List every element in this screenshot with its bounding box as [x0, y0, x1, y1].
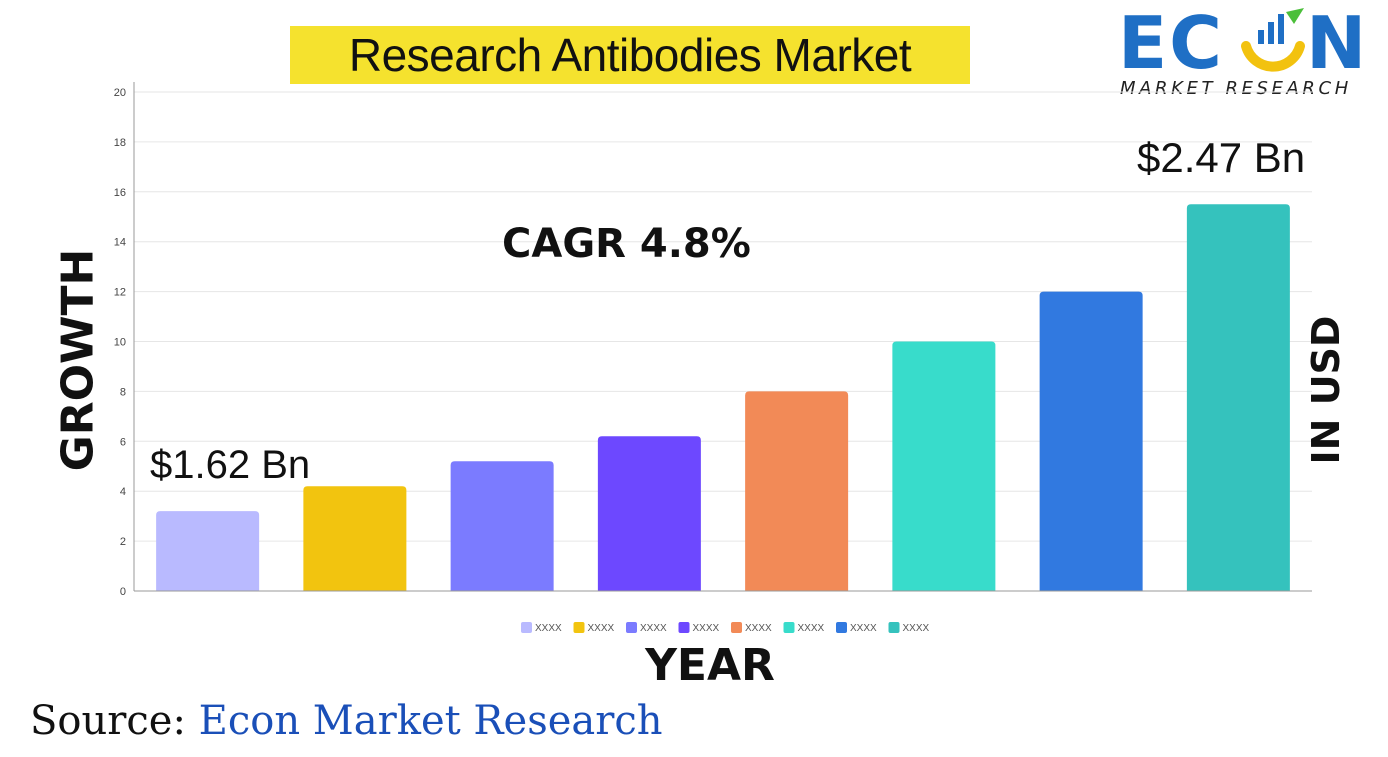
bar: [303, 486, 407, 591]
bars: [156, 204, 1290, 591]
x-axis-label: YEAR: [645, 640, 775, 691]
right-axis-label: IN USD: [1304, 315, 1348, 465]
right-axis-label-wrap: IN USD: [1296, 300, 1356, 480]
logo-bar-3: [1278, 14, 1284, 44]
y-tick-label: 10: [114, 337, 126, 349]
title-highlight: Research Antibodies Market: [290, 26, 970, 84]
logo-word: EC: [1118, 6, 1224, 85]
legend-swatch[interactable]: [626, 622, 637, 633]
bar: [1039, 291, 1143, 591]
logo-bar-2: [1268, 22, 1274, 44]
legend-label[interactable]: XXXX: [693, 623, 720, 634]
y-axis-label-wrap: GROWTH: [48, 230, 108, 490]
bar: [450, 461, 554, 591]
legend-label[interactable]: XXXX: [798, 623, 825, 634]
y-tick-label: 6: [120, 436, 126, 448]
y-tick-label: 0: [120, 586, 126, 598]
end-value-label: $2.47 Bn: [1137, 134, 1305, 181]
y-tick-labels: 0 2 4 6 8 10 12 14 16 18 20: [114, 87, 126, 598]
y-tick-label: 18: [114, 137, 126, 149]
logo-swoosh-icon: [1241, 41, 1305, 72]
bar: [892, 341, 996, 591]
y-tick-label: 8: [120, 386, 126, 398]
legend: XXXX XXXX XXXX XXXX XXXX XXXX XXXX XXXX: [521, 622, 930, 634]
logo-leaf-icon: [1286, 8, 1304, 24]
legend-swatch[interactable]: [836, 622, 847, 633]
legend-label[interactable]: XXXX: [640, 623, 667, 634]
legend-swatch[interactable]: [573, 622, 585, 633]
logo-graphic: EC N: [1118, 6, 1366, 85]
start-value-label: $1.62 Bn: [150, 443, 310, 487]
logo-word-n: N: [1306, 6, 1366, 85]
legend-swatch[interactable]: [678, 622, 690, 633]
legend-swatch[interactable]: [888, 622, 900, 633]
cagr-label: CAGR 4.8%: [502, 221, 751, 267]
logo-bar-1: [1258, 30, 1264, 44]
legend-label[interactable]: XXXX: [588, 623, 615, 634]
source-line: Source: Econ Market Research: [30, 698, 663, 744]
legend-swatch[interactable]: [731, 622, 742, 633]
y-tick-label: 12: [114, 287, 126, 299]
legend-label[interactable]: XXXX: [903, 623, 930, 634]
y-tick-label: 14: [114, 237, 126, 249]
legend-label[interactable]: XXXX: [535, 623, 562, 634]
bar: [597, 436, 701, 591]
legend-swatch[interactable]: [783, 622, 795, 633]
y-tick-label: 20: [114, 87, 126, 99]
bar: [745, 391, 849, 591]
legend-swatch[interactable]: [521, 622, 532, 633]
bar: [1186, 204, 1290, 591]
legend-label[interactable]: XXXX: [850, 623, 877, 634]
chart-title: Research Antibodies Market: [348, 29, 912, 81]
y-tick-label: 2: [120, 536, 126, 548]
econ-logo: EC N MARKET RESEARCH: [1118, 6, 1374, 100]
legend-label[interactable]: XXXX: [745, 623, 772, 634]
source-prefix: Source:: [30, 698, 199, 744]
y-axis-label: GROWTH: [52, 248, 104, 472]
bar: [156, 511, 260, 591]
y-tick-label: 16: [114, 187, 126, 199]
logo-subtitle: MARKET RESEARCH: [1120, 78, 1352, 99]
source-name: Econ Market Research: [198, 698, 663, 744]
y-tick-label: 4: [120, 486, 126, 498]
